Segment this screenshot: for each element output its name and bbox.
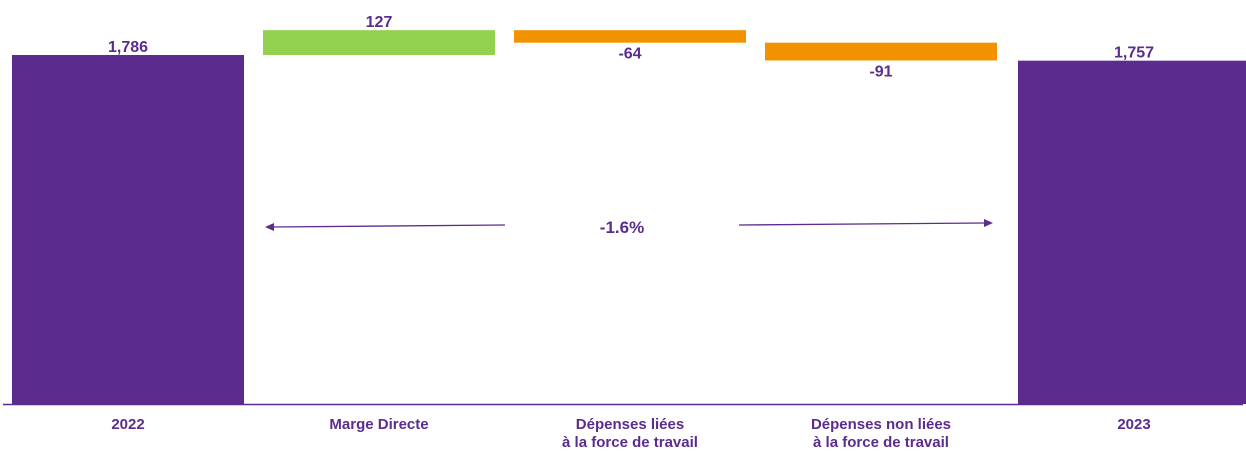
bar-1 [263, 30, 495, 55]
bar-value-label-4: 1,757 [1114, 45, 1154, 62]
category-label-0: 2022 [111, 416, 144, 433]
category-label-1: Marge Directe [329, 416, 428, 433]
bar-2 [514, 30, 746, 43]
category-labels-group: 2022 Marge Directe Dépenses liées à la forc… [111, 416, 1150, 451]
right-arrow-line [738, 222, 986, 226]
category-label-2: Dépenses liées à la force de travail [562, 416, 698, 451]
bar-value-label-2: -64 [618, 46, 641, 63]
bar-value-label-3: -91 [869, 63, 892, 80]
change-percent-label: -1.6% [600, 218, 644, 237]
bar-value-label-1: 127 [366, 14, 393, 31]
bar-0 [12, 55, 244, 404]
bar-value-label-0: 1,786 [108, 39, 148, 56]
bar-4 [1018, 60, 1246, 404]
bar-3 [765, 42, 997, 61]
category-label-4: 2023 [1117, 416, 1150, 433]
bars-group [12, 30, 1246, 404]
category-label-3: Dépenses non liées à la force de travail [811, 416, 951, 451]
left-arrow-line [271, 224, 506, 228]
value-labels-group: 1,786 127 -64 -91 1,757 [108, 14, 1154, 80]
left-arrow-head-icon [265, 223, 274, 231]
right-arrow-head-icon [984, 219, 993, 227]
change-arrows-group [265, 219, 993, 231]
